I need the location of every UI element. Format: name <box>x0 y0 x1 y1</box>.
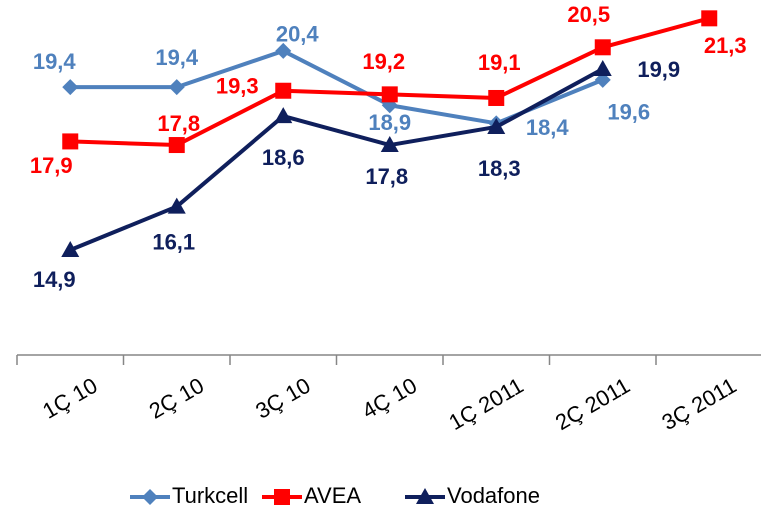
legend-label: Turkcell <box>172 483 248 508</box>
data-label: 20,4 <box>276 22 320 47</box>
x-tick-label: 1Ç 10 <box>38 373 101 424</box>
marker <box>61 241 80 258</box>
marker <box>62 79 79 96</box>
x-tick-label: 4Ç 10 <box>358 373 421 424</box>
data-label: 19,4 <box>155 45 199 70</box>
data-label: 17,8 <box>157 111 200 136</box>
legend-label: Vodafone <box>447 483 540 508</box>
x-tick-label: 1Ç 2011 <box>445 373 528 435</box>
data-label: 18,9 <box>368 110 411 135</box>
marker <box>380 136 399 153</box>
marker <box>142 489 158 505</box>
series-line <box>69 67 604 252</box>
marker <box>416 488 434 504</box>
data-label: 14,9 <box>33 267 76 292</box>
x-tick-label: 2Ç 2011 <box>551 373 634 435</box>
marker <box>274 107 293 124</box>
marker <box>275 82 292 99</box>
x-tick-label: 3Ç 2011 <box>658 373 741 435</box>
data-label: 17,9 <box>30 153 73 178</box>
data-label: 20,5 <box>567 2 610 27</box>
marker <box>168 79 185 96</box>
marker <box>62 133 79 150</box>
marker <box>701 10 718 27</box>
data-label: 19,9 <box>637 57 680 82</box>
data-label: 19,2 <box>362 49 405 74</box>
marker <box>593 60 612 77</box>
marker <box>488 89 505 106</box>
marker <box>381 86 398 103</box>
data-label: 16,1 <box>152 229 195 254</box>
marker <box>275 42 292 59</box>
marker <box>167 197 186 214</box>
data-label: 21,3 <box>704 33 747 58</box>
marker <box>168 137 185 154</box>
marker <box>487 117 506 134</box>
data-label: 17,8 <box>365 164 408 189</box>
data-label: 18,6 <box>262 145 305 170</box>
marker <box>594 39 611 56</box>
x-tick-label: 3Ç 10 <box>251 373 314 424</box>
data-label: 18,3 <box>478 156 521 181</box>
data-label: 19,1 <box>478 50 521 75</box>
x-tick-label: 2Ç 10 <box>145 373 208 424</box>
data-label: 18,4 <box>526 115 570 140</box>
marker <box>274 489 290 505</box>
legend-label: AVEA <box>304 483 361 508</box>
data-label: 19,4 <box>33 49 77 74</box>
data-label: 19,6 <box>607 100 650 125</box>
data-label: 19,3 <box>216 74 259 99</box>
